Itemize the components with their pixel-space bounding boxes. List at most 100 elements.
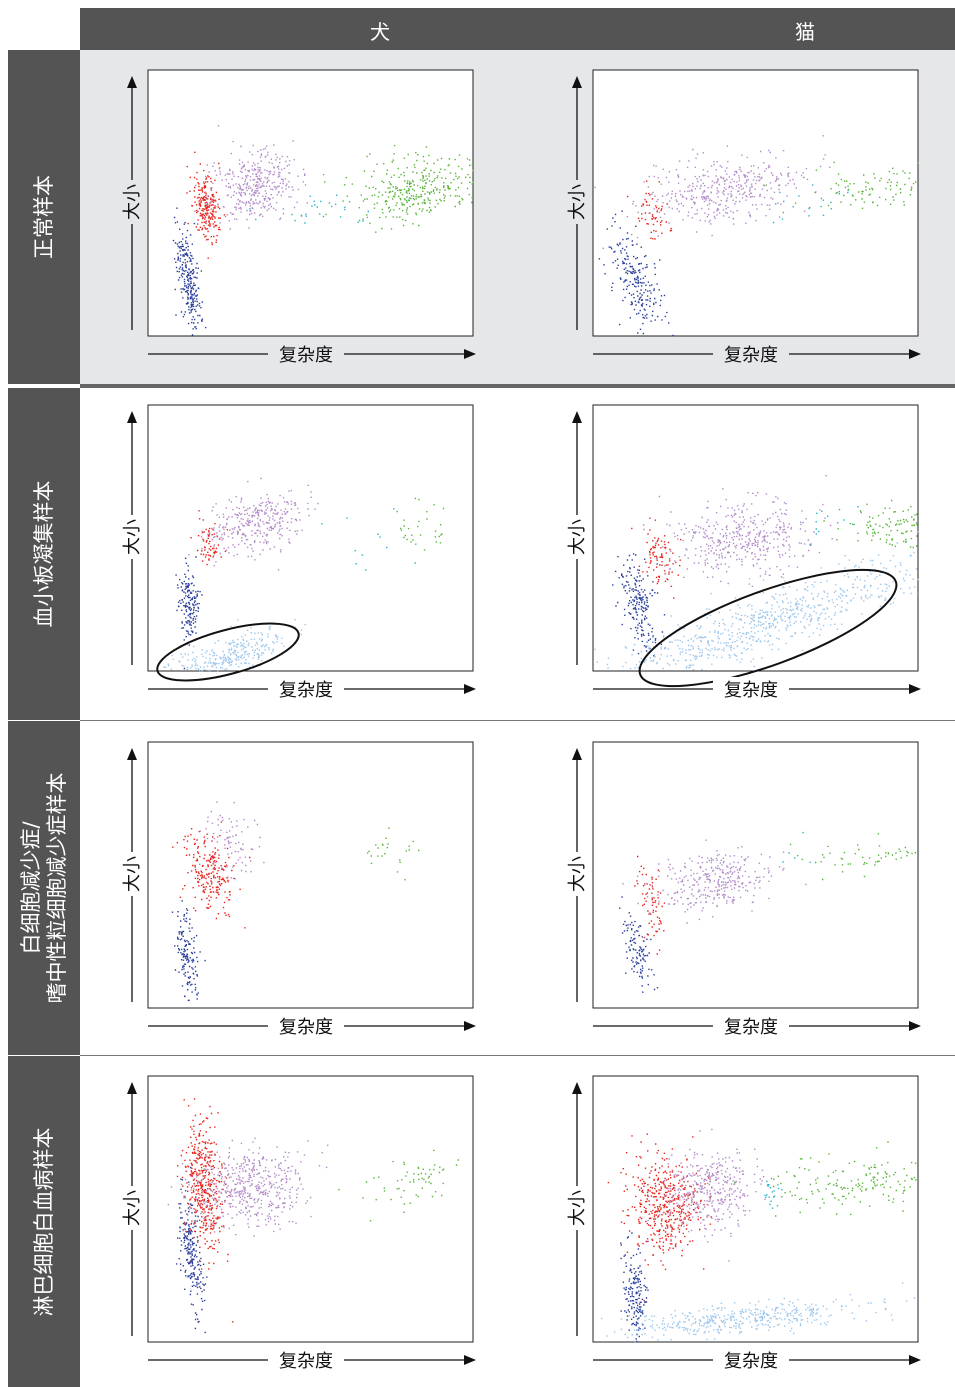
- y-axis-label-gap: [566, 515, 588, 559]
- row-header-lymphoid-leukemia: 淋巴细胞白血病样本: [8, 1056, 80, 1387]
- y-axis-label: 大小: [122, 519, 143, 555]
- y-axis-arrowhead-icon: [572, 1082, 582, 1094]
- dot-clouds: [163, 477, 445, 672]
- x-axis-label: 复杂度: [279, 1351, 333, 1372]
- y-axis-label: 大小: [567, 184, 588, 220]
- x-axis-label: 复杂度: [724, 345, 778, 366]
- erythrocyte-blue-cluster: [620, 1232, 649, 1343]
- y-axis-label: 大小: [122, 1190, 143, 1226]
- x-axis-arrowhead-icon: [464, 1021, 476, 1031]
- y-axis-arrowhead-icon: [127, 1082, 137, 1094]
- dot-clouds: [167, 1098, 459, 1334]
- platelet-light-blue-cluster: [601, 1282, 916, 1343]
- x-axis-label: 复杂度: [724, 680, 778, 701]
- dot-clouds: [594, 475, 919, 671]
- y-axis-arrowhead-icon: [127, 76, 137, 88]
- x-axis-label-gap: [268, 1014, 344, 1038]
- plot-frame: [592, 741, 919, 1009]
- y-axis-label: 大小: [122, 856, 143, 892]
- column-label-cat: 猫: [795, 20, 815, 44]
- neutrophil-purple-cluster: [622, 839, 807, 924]
- plot-frame: [147, 404, 474, 672]
- y-axis-label-gap: [121, 180, 143, 224]
- row-header-platelet-clumps: 血小板凝集样本: [8, 388, 80, 720]
- plot-frame: [592, 69, 919, 337]
- dot-clouds: [171, 801, 420, 1002]
- x-axis-arrowhead-icon: [464, 1355, 476, 1365]
- column-header-bar: 犬 猫: [80, 8, 955, 50]
- erythrocyte-blue-cluster: [175, 556, 203, 670]
- x-axis-arrowhead-icon: [909, 349, 921, 359]
- row-separator: [80, 1055, 955, 1056]
- erythrocyte-blue-cluster: [172, 207, 207, 336]
- row-label-lymphoid-leukemia: 淋巴细胞白血病样本: [32, 1127, 56, 1316]
- x-axis-label: 复杂度: [279, 1017, 333, 1038]
- x-axis-arrowhead-icon: [464, 349, 476, 359]
- y-axis-label-gap: [121, 515, 143, 559]
- x-axis-arrowhead-icon: [909, 1355, 921, 1365]
- platelet-clump-highlight-ellipse: [156, 622, 300, 682]
- dot-clouds: [619, 831, 916, 993]
- row-separator: [80, 384, 955, 388]
- y-axis-arrowhead-icon: [572, 411, 582, 423]
- dot-clouds: [594, 135, 919, 337]
- y-axis-label: 大小: [567, 519, 588, 555]
- x-axis-label-gap: [268, 1348, 344, 1372]
- x-axis-label-gap: [713, 1348, 789, 1372]
- y-axis-arrowhead-icon: [127, 748, 137, 760]
- eosinophil-green-cluster: [300, 144, 474, 233]
- y-axis-label-gap: [121, 852, 143, 896]
- column-label-dog: 犬: [370, 20, 390, 44]
- y-axis-arrowhead-icon: [127, 411, 137, 423]
- row-label-leukopenia-line1: 白细胞减少症/: [19, 821, 43, 955]
- erythrocyte-blue-cluster: [171, 900, 206, 1002]
- x-axis-label: 复杂度: [724, 1017, 778, 1038]
- row-header-normal: 正常样本: [8, 50, 80, 384]
- reticulocyte-red-cluster: [626, 180, 673, 240]
- y-axis-arrowhead-icon: [572, 76, 582, 88]
- x-axis-label: 复杂度: [279, 345, 333, 366]
- neutrophil-purple-cluster: [647, 1128, 766, 1262]
- dot-clouds: [601, 1128, 917, 1343]
- x-axis-label-gap: [268, 342, 344, 366]
- neutrophil-purple-cluster: [167, 1137, 329, 1237]
- x-axis-label-gap: [713, 677, 789, 701]
- x-axis-label: 复杂度: [279, 680, 333, 701]
- x-axis-label: 复杂度: [724, 1351, 778, 1372]
- reticulocyte-red-cluster: [186, 151, 226, 259]
- x-axis-label-gap: [713, 342, 789, 366]
- y-axis-label-gap: [566, 1186, 588, 1230]
- y-axis-arrowhead-icon: [572, 748, 582, 760]
- y-axis-label: 大小: [567, 1190, 588, 1226]
- x-axis-arrowhead-icon: [909, 1021, 921, 1031]
- y-axis-label: 大小: [567, 856, 588, 892]
- x-axis-arrowhead-icon: [464, 684, 476, 694]
- x-axis-arrowhead-icon: [909, 684, 921, 694]
- x-axis-label-gap: [713, 1014, 789, 1038]
- row-label-normal: 正常样本: [32, 175, 56, 259]
- eosinophil-green-cluster: [823, 499, 918, 549]
- row-label-leukopenia-line2: 嗜中性粒细胞减少症样本: [45, 772, 69, 1004]
- platelet-clump-highlight-ellipse: [638, 568, 898, 688]
- row-label-platelet-clumps: 血小板凝集样本: [32, 480, 56, 628]
- erythrocyte-blue-cluster: [619, 896, 659, 993]
- x-axis-label-gap: [268, 677, 344, 701]
- plot-frame: [147, 1075, 474, 1343]
- y-axis-label-gap: [566, 180, 588, 224]
- reticulocyte-red-cluster: [176, 1098, 234, 1323]
- y-axis-label-gap: [566, 852, 588, 896]
- plot-frame: [147, 741, 474, 1009]
- y-axis-label: 大小: [122, 184, 143, 220]
- dot-clouds: [172, 125, 474, 336]
- row-header-leukopenia: 白细胞减少症/ 嗜中性粒细胞减少症样本: [8, 721, 80, 1055]
- row-label-leukopenia: 白细胞减少症/ 嗜中性粒细胞减少症样本: [18, 773, 70, 1004]
- row-separator: [80, 720, 955, 721]
